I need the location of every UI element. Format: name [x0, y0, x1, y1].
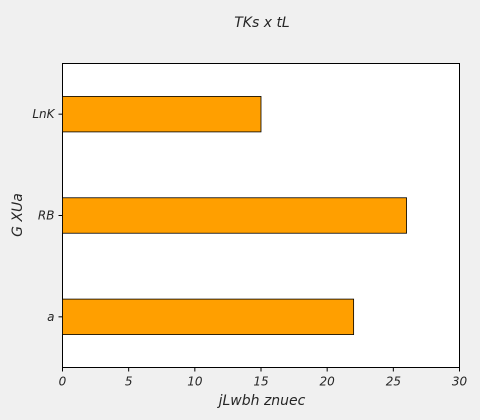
x-axis: 0 5 10 15 20 25 30 — [59, 367, 468, 389]
bar-0 — [62, 96, 262, 133]
x-tick-label-1: 5 — [125, 375, 133, 389]
x-tick-label-0: 0 — [59, 375, 67, 389]
bar-2 — [62, 298, 355, 335]
y-tick-label-1: RB — [38, 209, 55, 223]
x-tick-label-4: 20 — [320, 375, 336, 389]
x-axis-label: jLwbh znuec — [217, 393, 306, 409]
bars-group — [62, 96, 407, 335]
x-tick-label-3: 15 — [253, 375, 268, 389]
y-axis: LnK RB a — [32, 107, 63, 324]
chart-title: TKs x tL — [234, 15, 290, 31]
x-tick-label-5: 25 — [386, 375, 401, 389]
y-axis-label: G XUa — [10, 193, 26, 237]
bar-1 — [62, 197, 407, 234]
y-tick-label-0: LnK — [32, 107, 55, 121]
x-tick-label-6: 30 — [452, 375, 468, 389]
x-tick-label-2: 10 — [187, 375, 203, 389]
y-tick-label-2: a — [47, 310, 54, 324]
